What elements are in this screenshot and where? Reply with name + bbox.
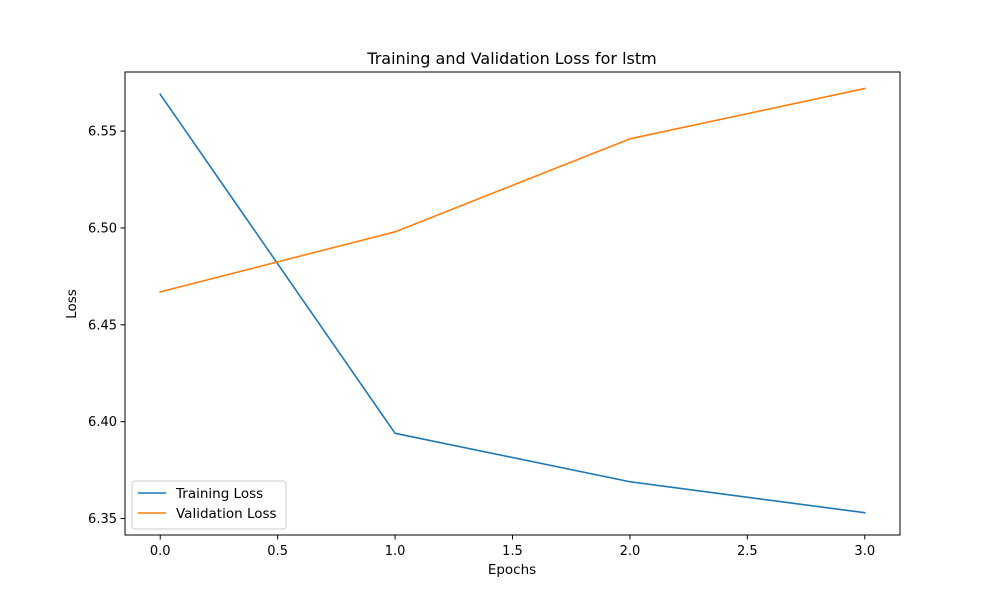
- legend-box: [131, 480, 287, 530]
- training-loss-line: [159, 93, 866, 514]
- plot-frame: [124, 71, 901, 536]
- x-tick-label: 1.0: [385, 544, 406, 559]
- x-axis-label: Epochs: [488, 562, 536, 578]
- legend-label-training-loss: Training Loss: [175, 486, 263, 502]
- x-tick-label: 0.0: [150, 544, 171, 559]
- x-tick-label: 3.0: [854, 544, 875, 559]
- legend: Training Loss Validation Loss: [131, 480, 287, 530]
- y-tick-label: 6.50: [88, 221, 117, 236]
- validation-loss-line: [159, 87, 866, 293]
- y-axis-ticks: 6.35 6.40 6.45 6.50 6.55: [88, 125, 125, 527]
- x-tick-label: 2.0: [620, 544, 641, 559]
- x-tick-label: 2.5: [737, 544, 758, 559]
- legend-label-validation-loss: Validation Loss: [176, 506, 277, 522]
- y-tick-label: 6.40: [88, 415, 117, 430]
- y-tick-label: 6.55: [88, 125, 117, 140]
- x-axis-ticks: 0.0 0.5 1.0 1.5 2.0 2.5 3.0: [150, 535, 875, 559]
- x-tick-label: 1.5: [502, 544, 523, 559]
- series-layer: [159, 87, 866, 514]
- y-axis-label: Loss: [64, 289, 80, 319]
- x-tick-label: 0.5: [267, 544, 288, 559]
- chart-title: Training and Validation Loss for lstm: [366, 49, 656, 68]
- y-tick-label: 6.35: [88, 512, 117, 527]
- y-tick-label: 6.45: [88, 318, 117, 333]
